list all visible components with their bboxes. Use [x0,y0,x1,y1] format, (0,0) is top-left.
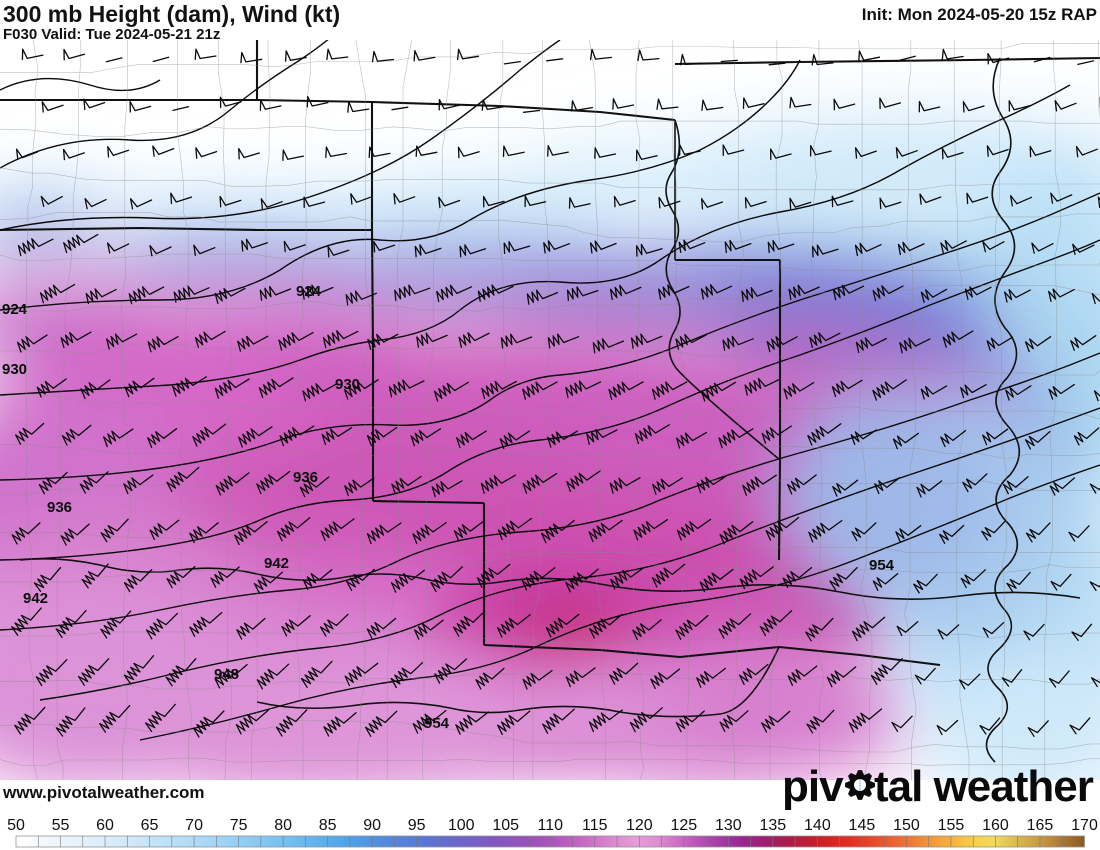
svg-text:www.pivotalweather.com: www.pivotalweather.com [2,783,205,802]
svg-text:165: 165 [1027,817,1054,834]
svg-text:110: 110 [537,817,563,834]
svg-text:60: 60 [96,817,114,834]
svg-text:125: 125 [670,817,697,834]
svg-text:75: 75 [230,817,248,834]
svg-text:80: 80 [274,817,292,834]
svg-text:924: 924 [2,301,28,318]
svg-text:135: 135 [759,817,786,834]
svg-text:936: 936 [47,499,72,516]
svg-text:954: 954 [869,557,895,574]
svg-text:tal weather: tal weather [874,762,1094,811]
svg-text:150: 150 [893,817,920,834]
svg-text:95: 95 [408,817,426,834]
svg-text:105: 105 [492,817,519,834]
svg-text:160: 160 [982,817,1009,834]
svg-text:140: 140 [804,817,831,834]
svg-text:50: 50 [7,817,25,834]
svg-text:65: 65 [141,817,159,834]
svg-text:piv: piv [782,762,844,811]
svg-text:70: 70 [185,817,203,834]
svg-text:Init: Mon 2024-05-20 15z RAP: Init: Mon 2024-05-20 15z RAP [862,5,1097,24]
svg-text:100: 100 [448,817,475,834]
svg-text:930: 930 [2,361,27,378]
svg-text:55: 55 [52,817,70,834]
svg-text:942: 942 [264,555,289,572]
svg-text:115: 115 [582,817,608,834]
svg-text:90: 90 [363,817,381,834]
svg-text:145: 145 [849,817,876,834]
svg-text:930: 930 [335,376,360,393]
svg-text:942: 942 [23,590,48,607]
svg-text:120: 120 [626,817,653,834]
svg-text:300 mb Height (dam), Wind (kt): 300 mb Height (dam), Wind (kt) [3,1,340,27]
svg-text:130: 130 [715,817,742,834]
svg-text:170: 170 [1071,817,1098,834]
svg-text:155: 155 [938,817,965,834]
svg-text:85: 85 [319,817,337,834]
